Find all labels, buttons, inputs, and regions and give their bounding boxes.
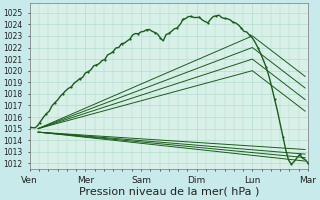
Point xyxy=(52,101,57,104)
Point xyxy=(94,63,99,67)
Point xyxy=(175,26,180,30)
Point xyxy=(44,112,49,115)
Point xyxy=(27,126,32,129)
Point xyxy=(37,121,42,124)
Point xyxy=(111,50,116,53)
Point xyxy=(166,32,172,35)
Point xyxy=(197,16,202,19)
Point xyxy=(158,36,163,40)
Point xyxy=(264,66,269,69)
Point xyxy=(306,162,311,165)
Point xyxy=(180,18,185,21)
Point xyxy=(136,32,141,35)
Point xyxy=(289,163,294,166)
Point xyxy=(188,15,194,18)
Point xyxy=(255,46,260,49)
Point xyxy=(127,37,132,41)
Point xyxy=(214,14,219,17)
Point xyxy=(119,42,124,45)
Point xyxy=(247,34,252,37)
Point xyxy=(152,31,157,34)
Point xyxy=(297,153,302,156)
Point xyxy=(85,70,91,73)
Point xyxy=(239,26,244,30)
X-axis label: Pression niveau de la mer( hPa ): Pression niveau de la mer( hPa ) xyxy=(79,187,259,197)
Point xyxy=(102,58,108,61)
Point xyxy=(280,135,285,138)
Point xyxy=(222,17,227,20)
Point xyxy=(144,28,149,31)
Point xyxy=(230,21,236,24)
Point xyxy=(205,21,210,24)
Point xyxy=(272,98,277,101)
Point xyxy=(60,92,66,95)
Point xyxy=(77,77,82,80)
Point xyxy=(69,85,74,88)
